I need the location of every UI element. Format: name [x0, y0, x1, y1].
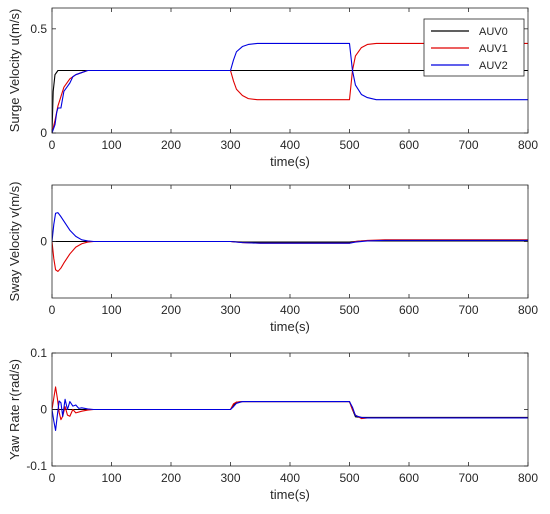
x-tick-label: 300 [220, 471, 240, 485]
chart-panel-1: 0 100 200 300 400 500 600 700 800 0 0.5 time(s) Surg… [7, 7, 538, 169]
x-tick-label: 800 [518, 471, 538, 485]
x-tick-label: 500 [339, 303, 359, 317]
x-tick-label: 700 [458, 471, 478, 485]
x-axis-label: time(s) [270, 154, 310, 169]
y-tick-label: 0.1 [30, 346, 47, 360]
x-tick-label: 0 [49, 303, 56, 317]
series-line-auv2 [52, 42, 528, 133]
x-tick-label: 100 [101, 303, 121, 317]
x-tick-label: 500 [339, 471, 359, 485]
x-tick-label: 200 [161, 303, 181, 317]
x-tick-label: 600 [399, 138, 419, 152]
x-tick-label: 300 [220, 303, 240, 317]
series-line-auv1 [52, 239, 528, 272]
legend-label-auv1: AUV1 [479, 43, 508, 55]
x-tick-label: 800 [518, 138, 538, 152]
series-line-auv1 [52, 42, 528, 133]
x-tick-label: 0 [49, 471, 56, 485]
y-tick-label: 0.5 [30, 22, 47, 36]
x-tick-label: 300 [220, 138, 240, 152]
chart-panel-3: 0 100 200 300 400 500 600 700 800-0.100.1time(s)… [7, 346, 538, 502]
series-line-auv0 [52, 69, 528, 133]
x-tick-label: 0 [49, 138, 56, 152]
x-tick-label: 400 [280, 138, 300, 152]
legend-label-auv0: AUV0 [479, 26, 508, 38]
series-line-auv2 [52, 398, 528, 431]
x-tick-label: 700 [458, 138, 478, 152]
chart-panel-2: 0 100 200 300 400 500 600 700 800 0 time(s) Sway Ve… [7, 182, 538, 334]
series-line-auv1 [52, 386, 528, 421]
x-axis-label: time(s) [270, 487, 310, 502]
y-tick-label: 0 [40, 235, 47, 249]
series-line-auv2 [52, 212, 528, 244]
x-tick-label: 800 [518, 303, 538, 317]
x-axis-label: time(s) [270, 319, 310, 334]
x-tick-label: 100 [101, 471, 121, 485]
y-tick-label: 0 [40, 126, 47, 140]
x-tick-label: 700 [458, 303, 478, 317]
x-tick-label: 400 [280, 471, 300, 485]
y-axis-label: Sway Velocity v(m/s) [7, 182, 22, 302]
legend: AUV0 AUV1 AUV2 [423, 18, 525, 77]
x-tick-label: 200 [161, 471, 181, 485]
x-tick-label: 400 [280, 303, 300, 317]
y-axis-label: Surge Velocity u(m/s) [7, 9, 22, 133]
x-tick-label: 500 [339, 138, 359, 152]
x-tick-label: 600 [399, 471, 419, 485]
y-tick-label: -0.1 [26, 459, 47, 473]
y-tick-label: 0 [40, 403, 47, 417]
x-tick-label: 200 [161, 138, 181, 152]
x-tick-label: 600 [399, 303, 419, 317]
legend-label-auv2: AUV2 [479, 60, 508, 72]
x-tick-label: 100 [101, 138, 121, 152]
y-axis-label: Yaw Rate r(rad/s) [7, 359, 22, 460]
